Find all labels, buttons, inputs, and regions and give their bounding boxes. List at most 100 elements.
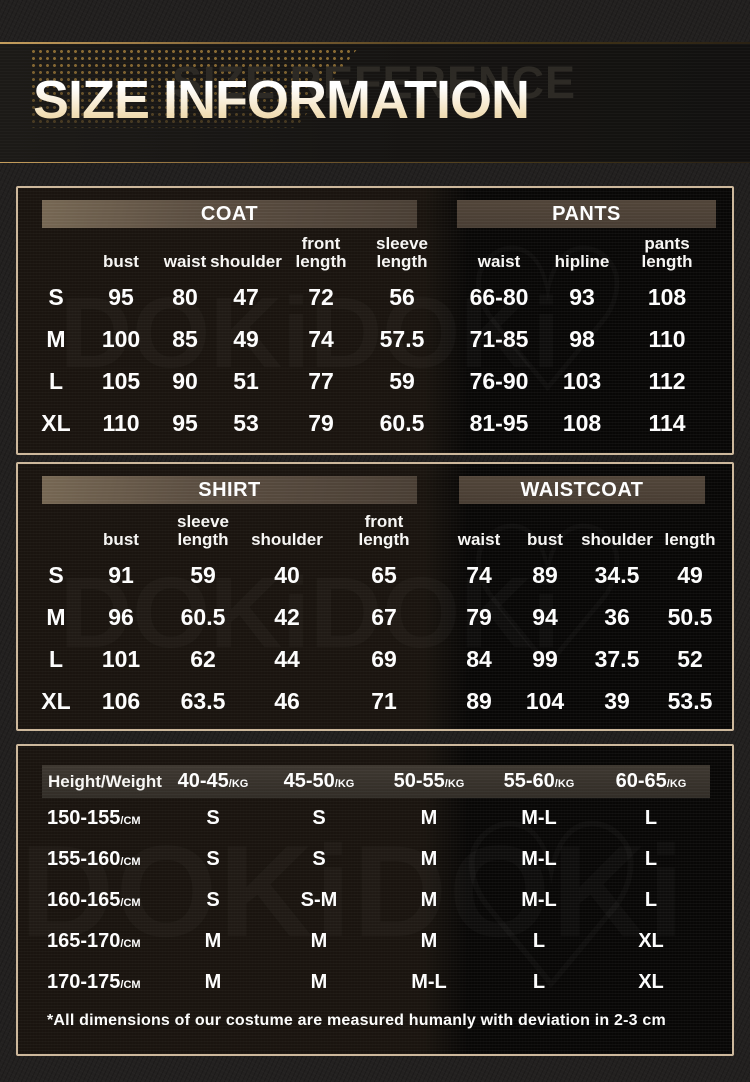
guide-size-cell: L — [532, 930, 546, 952]
coat-section-title: COAT — [200, 202, 259, 225]
size-label: S — [48, 561, 64, 588]
weight-unit: /KG — [228, 778, 249, 790]
size-label: XL — [41, 687, 71, 714]
height-range: 165-170 — [47, 930, 121, 952]
height-unit: /CM — [120, 938, 141, 950]
guide-row: 165-170/CM M M M L XL — [42, 921, 710, 962]
waistcoat-cell-bust: 99 — [532, 645, 558, 672]
pants-cell-pants-length: 112 — [648, 367, 686, 394]
guide-size-cell: L — [644, 807, 658, 829]
guide-weight-header: 50-55/KG — [374, 770, 484, 793]
header-line: pants — [644, 234, 690, 253]
pants-cell-hipline: 98 — [569, 325, 595, 352]
shirt-row: M 96 60.5 42 67 — [30, 596, 440, 638]
guide-size-cell: XL — [638, 930, 664, 952]
weight-unit: /KG — [334, 778, 355, 790]
waistcoat-cell-waist: 84 — [466, 645, 492, 672]
coat-pants-panel: DOKiDOKi ♡ COAT PANTS bust waist shoulde… — [16, 186, 734, 455]
height-range: 150-155 — [47, 807, 121, 829]
shirt-cell-bust: 96 — [108, 603, 134, 630]
guide-height-label: 150-155/CM — [42, 807, 162, 830]
height-range: 160-165 — [47, 889, 121, 911]
header-line: length — [376, 252, 428, 271]
guide-row: 170-175/CM M M M-L L XL — [42, 962, 710, 1003]
guide-size-cell: S — [206, 848, 220, 870]
page-title: SIZE INFORMATION — [33, 70, 530, 130]
pants-rows: 66-80 93 108 71-85 98 110 76-90 103 112 … — [455, 276, 713, 444]
pants-row: 81-95 108 114 — [455, 402, 713, 444]
waistcoat-rows: 74 89 34.5 49 79 94 36 50.5 84 99 37.5 5… — [448, 554, 726, 722]
guide-size-cell: M — [420, 889, 438, 911]
waistcoat-cell-length: 49 — [677, 561, 703, 588]
coat-col-header-front-length: front length — [282, 235, 360, 276]
waistcoat-col-header-bust: bust — [510, 531, 580, 554]
header-line: sleeve — [376, 234, 428, 253]
waistcoat-row: 89 104 39 53.5 — [448, 680, 726, 722]
header-line: bust — [103, 252, 139, 271]
coat-cell-waist: 95 — [172, 409, 198, 436]
waistcoat-cell-bust: 94 — [532, 603, 558, 630]
pants-col-header-hipline: hipline — [543, 253, 621, 276]
shirt-cell-sleeve-length: 59 — [190, 561, 216, 588]
guide-size-cell: L — [532, 971, 546, 993]
coat-cell-front-length: 72 — [308, 283, 334, 310]
guide-corner-label: Height/Weight — [48, 771, 162, 791]
coat-row: L 105 90 51 77 59 — [30, 360, 444, 402]
pants-cell-pants-length: 114 — [648, 409, 686, 436]
waistcoat-cell-shoulder: 34.5 — [594, 561, 640, 588]
waistcoat-row: 74 89 34.5 49 — [448, 554, 726, 596]
size-guide-panel: DOKiDOKi ♡ Height/Weight 40-45/KG 45-50/… — [16, 744, 734, 1056]
coat-row: S 95 80 47 72 56 — [30, 276, 444, 318]
guide-size-cell: M — [420, 930, 438, 952]
guide-size-cell: L — [644, 889, 658, 911]
waistcoat-cell-waist: 74 — [466, 561, 492, 588]
coat-col-header-waist: waist — [160, 253, 210, 276]
guide-size-cell: S — [312, 807, 326, 829]
shirt-section-header: SHIRT — [42, 476, 417, 504]
pants-cell-waist: 66-80 — [469, 283, 529, 310]
guide-size-cell: S — [206, 807, 220, 829]
coat-cell-bust: 100 — [101, 325, 141, 352]
guide-size-cell: S-M — [300, 889, 338, 911]
pants-section-header: PANTS — [457, 200, 716, 228]
guide-size-cell: S — [312, 848, 326, 870]
coat-row: M 100 85 49 74 57.5 — [30, 318, 444, 360]
shirt-waistcoat-panel: DOKiDOKi ♡ SHIRT WAISTCOAT bust sleevele… — [16, 462, 734, 731]
waistcoat-col-header-waist: waist — [448, 531, 510, 554]
size-label: XL — [41, 409, 71, 436]
shirt-rows: S 91 59 40 65 M 96 60.5 42 67 L 101 62 4… — [30, 554, 440, 722]
shirt-cell-shoulder: 42 — [274, 603, 300, 630]
waistcoat-cell-length: 52 — [677, 645, 703, 672]
coat-cell-waist: 85 — [172, 325, 198, 352]
shirt-cell-shoulder: 40 — [274, 561, 300, 588]
header-line: length — [177, 530, 229, 549]
size-corner-cell — [30, 271, 82, 276]
pants-section-title: PANTS — [552, 202, 621, 225]
weight-unit: /KG — [666, 778, 687, 790]
coat-cell-front-length: 77 — [308, 367, 334, 394]
guide-size-cell: M-L — [521, 807, 557, 829]
shirt-header-row: bust sleeve length shoulder front length — [30, 506, 440, 554]
waistcoat-col-header-length: length — [654, 531, 726, 554]
shirt-row: L 101 62 44 69 — [30, 638, 440, 680]
guide-height-label: 155-160/CM — [42, 848, 162, 871]
coat-cell-waist: 80 — [172, 283, 198, 310]
header-line: length — [358, 530, 410, 549]
guide-weight-header: 45-50/KG — [264, 770, 374, 793]
pants-cell-waist: 76-90 — [469, 367, 529, 394]
weight-range: 40-45 — [177, 770, 229, 792]
shirt-col-header-shoulder: shoulder — [246, 531, 328, 554]
title-banner: SIZE REFERENCE SIZE INFORMATION — [0, 42, 750, 163]
waistcoat-cell-length: 53.5 — [667, 687, 713, 714]
header-line: bust — [527, 530, 563, 549]
size-label: M — [46, 603, 66, 630]
shirt-cell-front-length: 71 — [371, 687, 397, 714]
weight-unit: /KG — [444, 778, 465, 790]
waistcoat-cell-bust: 104 — [525, 687, 565, 714]
header-line: shoulder — [251, 530, 323, 549]
header-line: waist — [477, 252, 521, 271]
header-line: shoulder — [581, 530, 653, 549]
pants-row: 71-85 98 110 — [455, 318, 713, 360]
shirt-cell-front-length: 69 — [371, 645, 397, 672]
